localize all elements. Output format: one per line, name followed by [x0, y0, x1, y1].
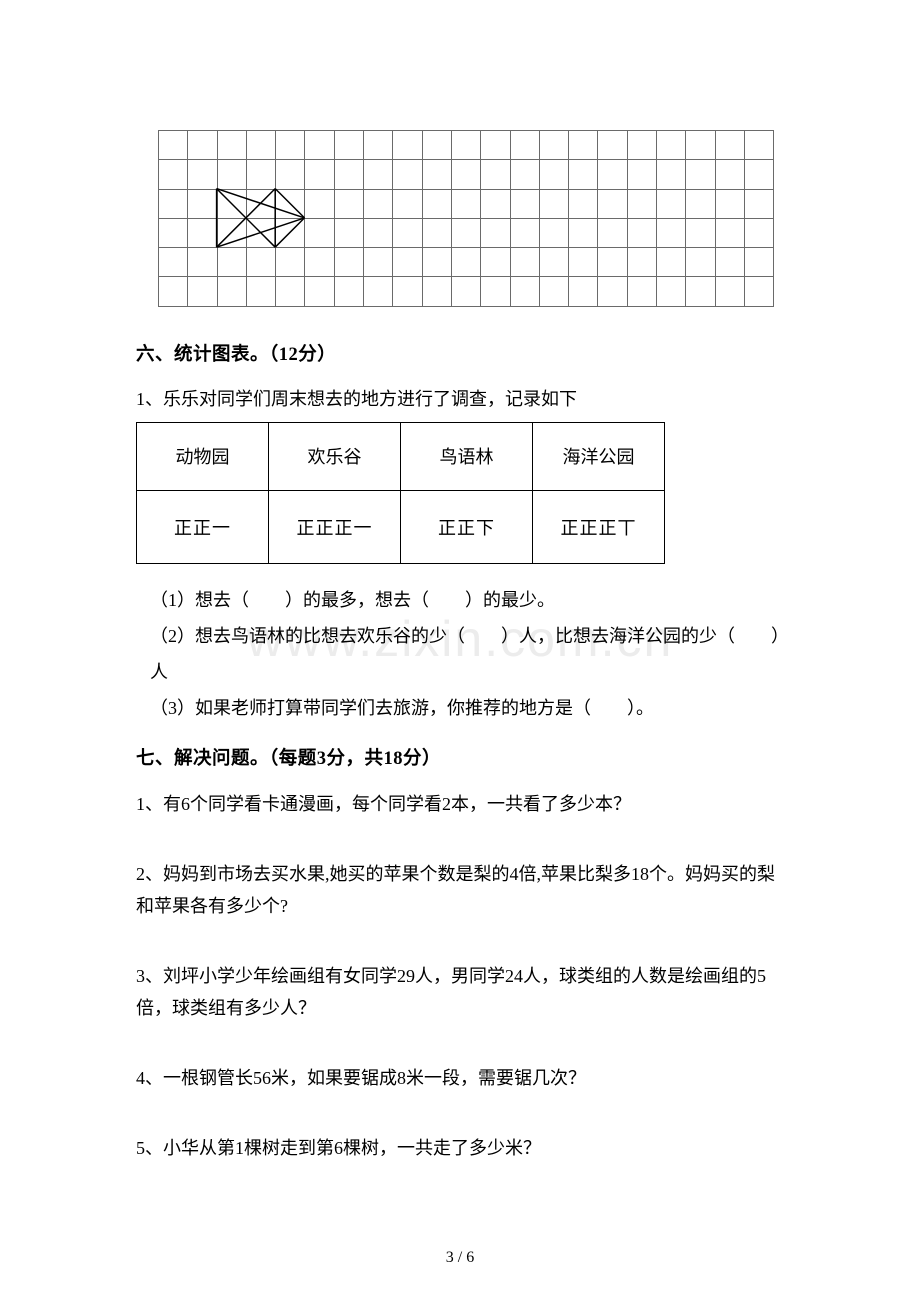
section-7-q3: 3、刘坪小学少年绘画组有女同学29人，男同学24人，球类组的人数是绘画组的5倍，… [136, 960, 784, 1024]
section-7-q2: 2、妈妈到市场去买水果,她买的苹果个数是梨的4倍,苹果比梨多18个。妈妈买的梨和… [136, 858, 784, 922]
table-tally: 正正正一 [269, 490, 401, 563]
section-6-q2: （2）想去鸟语林的比想去欢乐谷的少（ ）人，比想去海洋公园的少（ ）人 [150, 618, 784, 690]
section-7-q1: 1、有6个同学看卡通漫画，每个同学看2本，一共看了多少本？ [136, 788, 784, 820]
section-7-q5: 5、小华从第1棵树走到第6棵树，一共走了多少米？ [136, 1132, 784, 1164]
table-tally: 正正正丅 [533, 490, 665, 563]
table-header: 欢乐谷 [269, 422, 401, 490]
section-7-q4: 4、一根钢管长56米，如果要锯成8米一段，需要锯几次？ [136, 1062, 784, 1094]
section-6-q1: （1）想去（ ）的最多，想去（ ）的最少。 [150, 582, 784, 618]
section-6-q3: （3）如果老师打算带同学们去旅游，你推荐的地方是（ ）。 [150, 690, 784, 726]
table-tally: 正正下 [401, 490, 533, 563]
survey-table: 动物园 欢乐谷 鸟语林 海洋公园 正正一 正正正一 正正下 正正正丅 [136, 422, 665, 564]
page-number: 3 / 6 [446, 1249, 474, 1267]
section-6-heading: 六、统计图表。（12分） [136, 340, 784, 366]
table-tally: 正正一 [137, 490, 269, 563]
table-header: 动物园 [137, 422, 269, 490]
table-header: 鸟语林 [401, 422, 533, 490]
page-content: 六、统计图表。（12分） 1、乐乐对同学们周末想去的地方进行了调查，记录如下 动… [136, 130, 784, 1164]
section-7-heading: 七、解决问题。（每题3分，共18分） [136, 744, 784, 770]
grid-figure [158, 130, 784, 307]
table-header: 海洋公园 [533, 422, 665, 490]
section-6-intro: 1、乐乐对同学们周末想去的地方进行了调查，记录如下 [136, 384, 784, 414]
grid-table [158, 130, 774, 307]
